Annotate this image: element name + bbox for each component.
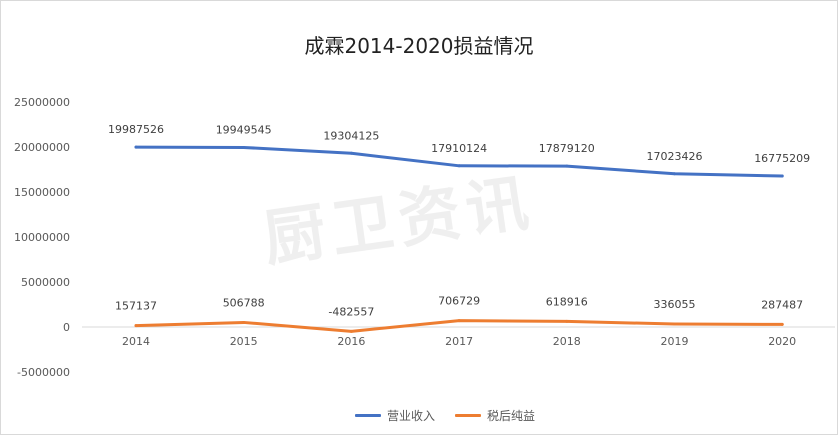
- data-point: [673, 172, 676, 176]
- y-tick-label: 0: [63, 321, 70, 334]
- y-tick-label: 5000000: [21, 276, 70, 289]
- data-point: [134, 324, 138, 328]
- x-tick-label: 2020: [768, 335, 796, 348]
- x-tick-label: 2018: [553, 335, 581, 348]
- x-tick-label: 2014: [122, 335, 150, 348]
- data-label: 17023426: [647, 150, 703, 163]
- data-point: [457, 164, 461, 168]
- legend-label-net-profit: 税后纯益: [487, 409, 536, 423]
- data-label: 157137: [115, 300, 157, 313]
- data-point: [242, 145, 246, 149]
- legend-swatch-net-profit: [455, 414, 481, 417]
- x-tick-label: 2016: [337, 335, 365, 348]
- data-label: 17879120: [539, 142, 595, 155]
- y-tick-label: 20000000: [14, 141, 70, 154]
- data-point: [780, 174, 784, 178]
- data-point: [134, 145, 138, 149]
- legend-label-revenue: 营业收入: [387, 409, 436, 423]
- legend-swatch-revenue: [355, 414, 381, 417]
- data-point: [780, 322, 784, 326]
- data-point: [242, 320, 246, 324]
- data-label: 17910124: [431, 142, 487, 155]
- data-label: 287487: [761, 298, 803, 311]
- data-label: 19949545: [216, 123, 272, 136]
- chart-title: 成霖2014-2020损益情况: [304, 34, 534, 58]
- data-label: 618916: [546, 295, 588, 308]
- data-label: -482557: [328, 305, 374, 318]
- data-point: [565, 164, 569, 168]
- y-tick-label: -5000000: [17, 366, 70, 379]
- data-label: 19304125: [323, 129, 379, 142]
- x-tick-label: 2017: [445, 335, 473, 348]
- data-point: [565, 319, 569, 323]
- data-label: 19987526: [108, 123, 164, 136]
- data-label: 16775209: [754, 152, 810, 165]
- data-point: [349, 151, 353, 155]
- x-tick-label: 2019: [661, 335, 689, 348]
- legend-item-net-profit[interactable]: 税后纯益: [455, 407, 535, 424]
- data-point: [457, 319, 461, 323]
- y-tick-label: 25000000: [14, 96, 70, 109]
- y-tick-label: 15000000: [14, 186, 70, 199]
- series-line-net-profit: [134, 319, 784, 333]
- x-tick-label: 2015: [230, 335, 258, 348]
- y-tick-label: 10000000: [14, 231, 70, 244]
- data-label: 336055: [654, 298, 696, 311]
- data-label: 506788: [223, 296, 265, 309]
- data-point: [349, 329, 353, 333]
- legend-item-revenue[interactable]: 营业收入: [355, 407, 435, 424]
- data-point: [673, 322, 676, 326]
- data-label: 706729: [438, 295, 480, 308]
